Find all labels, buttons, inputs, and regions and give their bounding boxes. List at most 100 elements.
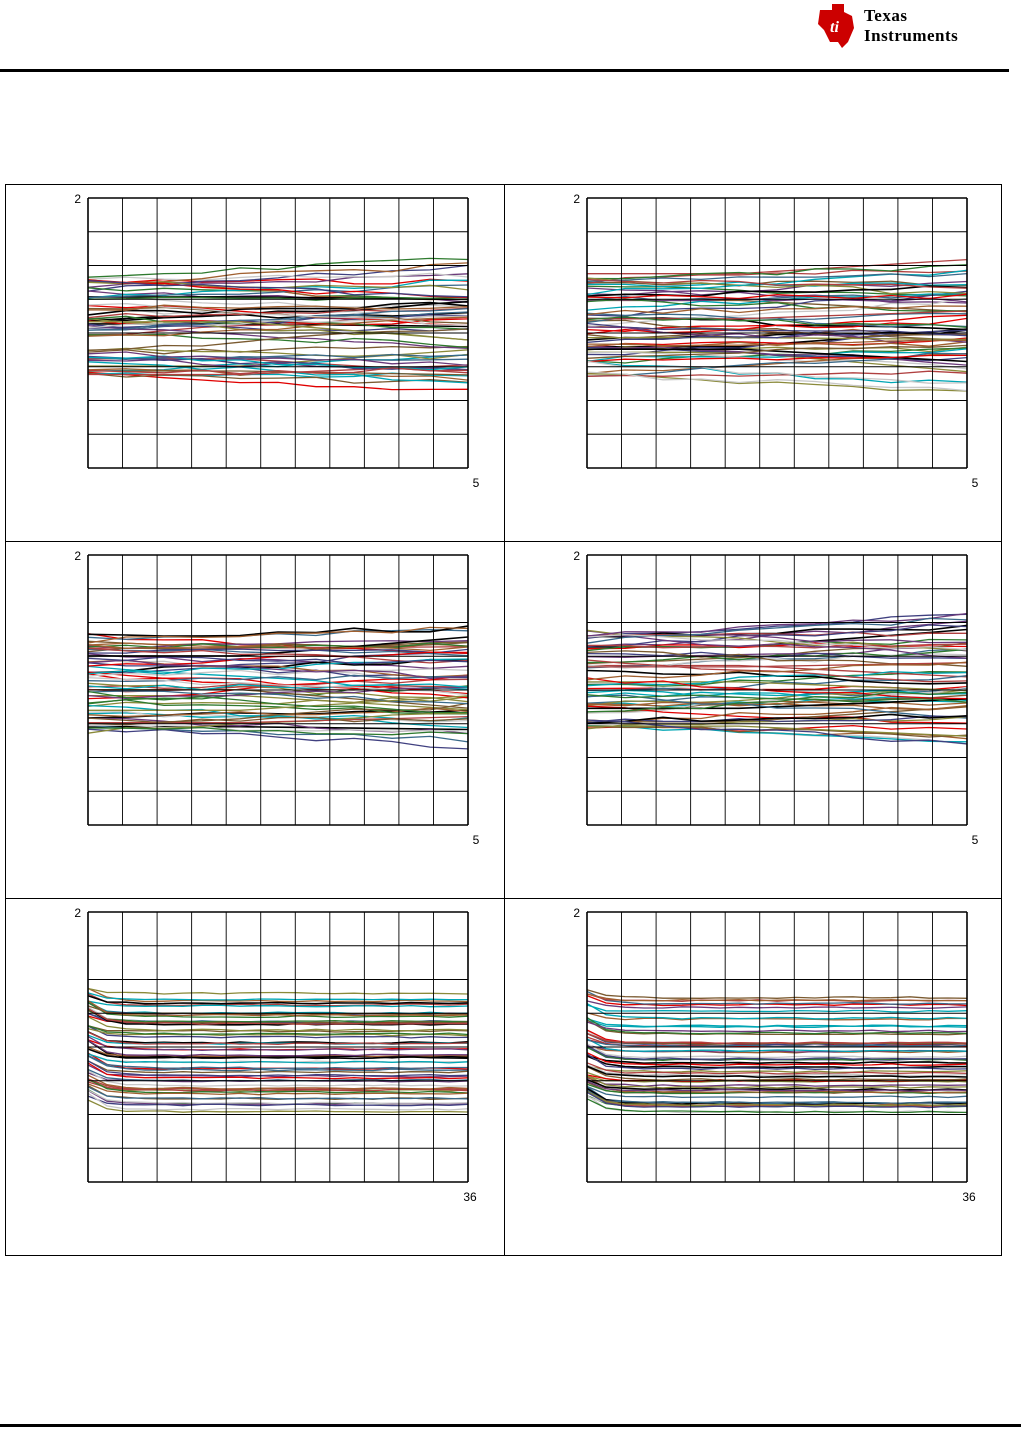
data-series-line <box>87 351 469 367</box>
data-series-line <box>87 1039 469 1057</box>
panel-divider-h2 <box>6 898 1001 899</box>
data-series-line <box>87 683 469 691</box>
data-series-line <box>87 993 469 1007</box>
data-series-line <box>586 1012 968 1021</box>
chart-panel-4: 2 5 <box>505 542 1003 899</box>
chart-4-ytop-label: 2 <box>573 549 580 563</box>
data-series-line <box>586 272 968 282</box>
data-series-line <box>87 257 469 278</box>
data-series-line <box>586 1065 968 1073</box>
data-series-line <box>586 1032 968 1045</box>
data-series-line <box>88 695 469 711</box>
data-series-line <box>586 264 968 280</box>
data-series-line <box>87 1009 469 1023</box>
data-series-line <box>87 1025 469 1036</box>
footer-rule <box>0 1424 1021 1427</box>
data-series-line <box>87 1074 469 1090</box>
data-series-line <box>586 989 968 999</box>
data-series-line <box>586 345 968 366</box>
chart-panel-5: 2 36 <box>6 899 504 1256</box>
chart-2: 2 5 <box>573 192 979 490</box>
data-series-line <box>586 1002 968 1020</box>
data-series-line <box>586 725 968 743</box>
svg-text:ti: ti <box>830 19 839 36</box>
data-series-line <box>586 725 968 738</box>
data-series-line <box>87 278 469 285</box>
data-series-line <box>87 1070 469 1087</box>
data-series-line <box>87 367 469 375</box>
data-series-line <box>586 337 968 348</box>
chart-5-xright-label: 36 <box>463 1190 477 1204</box>
data-series-line <box>586 1021 968 1033</box>
data-series-line <box>586 990 968 1005</box>
data-series-line <box>87 690 469 705</box>
data-series-line <box>87 992 469 1001</box>
data-series-line <box>586 297 968 328</box>
chart-panel-1: 2 5 <box>6 185 504 542</box>
data-series-line <box>586 1018 968 1028</box>
data-series-line <box>586 670 968 687</box>
data-series-line <box>586 1085 968 1099</box>
data-series-line <box>586 715 968 724</box>
data-series-line <box>87 307 469 331</box>
data-series-line <box>87 994 469 1005</box>
legend-box <box>367 1144 465 1180</box>
data-series-line <box>87 659 469 680</box>
chart-6-ytop-label: 2 <box>573 906 580 920</box>
panel-divider-vertical <box>504 185 505 1255</box>
data-series-line <box>87 315 469 330</box>
data-series-line <box>88 321 469 341</box>
data-series-line <box>87 301 469 316</box>
data-series-line <box>587 662 968 668</box>
ti-logo: ti <box>814 2 1014 50</box>
plot-grid <box>586 911 968 1183</box>
data-series-line <box>87 1007 469 1026</box>
chart-6-xright-label: 36 <box>962 1190 976 1204</box>
data-series-line <box>87 1001 469 1019</box>
data-series-line <box>586 634 968 651</box>
data-series-line <box>87 1068 469 1082</box>
data-series-line <box>87 686 469 700</box>
plot-grid <box>586 197 968 469</box>
data-series-line <box>87 1048 469 1060</box>
legend-box <box>367 430 465 466</box>
data-series-line <box>586 993 967 1002</box>
data-series-line <box>586 348 968 363</box>
data-series-line <box>587 725 968 737</box>
data-series-line <box>87 716 469 724</box>
data-series-line <box>87 1000 469 1008</box>
data-series-line <box>586 354 968 363</box>
data-series-line <box>87 653 469 670</box>
chart-5-ytop-label: 2 <box>74 906 81 920</box>
data-series-line <box>587 258 968 275</box>
data-series-line <box>87 1036 469 1052</box>
data-series-line <box>87 699 469 715</box>
data-series-line <box>586 371 968 392</box>
data-series-line <box>87 987 469 995</box>
data-series-line <box>87 1089 469 1105</box>
data-series-line <box>87 1055 469 1072</box>
chart-2-xright-label: 5 <box>972 476 979 490</box>
data-series-line <box>587 643 968 649</box>
data-series-line <box>87 347 469 360</box>
data-series-line <box>586 1090 968 1107</box>
data-series-line <box>87 328 469 351</box>
data-series-line <box>87 682 469 703</box>
data-series-line <box>586 1098 967 1114</box>
data-series-line <box>87 728 469 750</box>
data-series-line <box>586 648 968 664</box>
data-series-line <box>586 691 968 713</box>
data-series-line <box>87 353 469 360</box>
series-group <box>87 257 469 391</box>
data-series-line <box>87 690 469 714</box>
data-series-line <box>586 298 968 312</box>
chart-3-xright-label: 5 <box>473 833 480 847</box>
chart-1-xright-label: 5 <box>473 476 480 490</box>
data-series-line <box>586 631 968 637</box>
data-series-line <box>586 293 968 311</box>
data-series-line <box>87 658 469 674</box>
series-group <box>87 625 469 750</box>
data-series-line <box>586 1075 968 1094</box>
data-series-line <box>586 346 968 353</box>
data-series-line <box>586 635 968 659</box>
